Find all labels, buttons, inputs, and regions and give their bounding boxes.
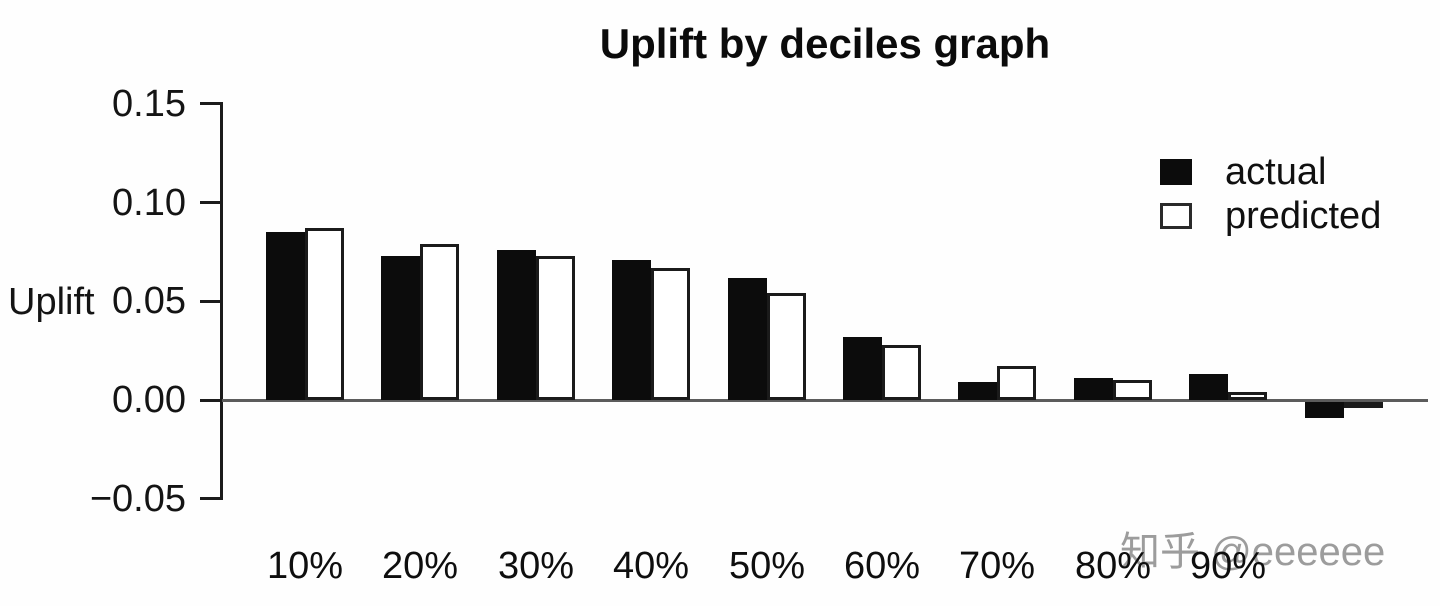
x-tick-label: 50% <box>728 545 806 587</box>
bar-actual-5 <box>728 278 767 400</box>
legend: actual predicted <box>1160 150 1381 238</box>
x-tick-label: 70% <box>958 545 1036 587</box>
watermark: 知乎 @eeeeee <box>1120 530 1386 574</box>
bar-actual-6 <box>843 337 882 400</box>
y-tick-label: −0.05 <box>89 477 186 520</box>
y-tick-mark <box>200 497 222 501</box>
chart-title: Uplift by deciles graph <box>599 20 1051 67</box>
bar-actual-10 <box>1305 402 1344 418</box>
bar-predicted-7 <box>997 366 1036 400</box>
y-tick-mark <box>200 201 222 204</box>
bar-actual-7 <box>958 382 997 400</box>
x-tick-label: 40% <box>612 545 690 587</box>
x-tick-label: 30% <box>497 545 575 587</box>
bar-predicted-4 <box>651 268 690 400</box>
bar-predicted-9 <box>1228 392 1267 400</box>
legend-label: predicted <box>1225 195 1382 237</box>
y-tick-mark <box>200 299 222 303</box>
legend-item-actual: actual <box>1160 150 1381 194</box>
x-tick-label: 80% <box>1074 545 1152 587</box>
y-tick-mark <box>200 102 222 106</box>
zero-baseline <box>222 399 1428 402</box>
bar-actual-4 <box>612 260 651 400</box>
bar-predicted-2 <box>420 244 459 400</box>
y-tick-label: 0.05 <box>112 280 186 323</box>
bar-predicted-6 <box>882 345 921 400</box>
bar-actual-3 <box>497 250 536 400</box>
bar-predicted-8 <box>1113 380 1152 400</box>
legend-item-predicted: predicted <box>1160 194 1381 238</box>
x-tick-label: 10% <box>266 545 344 587</box>
bar-predicted-10 <box>1344 402 1383 408</box>
y-tick-label: 0.10 <box>112 181 186 224</box>
x-tick-label: 90% <box>1189 545 1267 587</box>
legend-swatch-predicted-icon <box>1160 203 1192 229</box>
y-tick-mark <box>200 398 222 402</box>
y-tick-label: 0.15 <box>112 82 186 125</box>
bar-predicted-5 <box>767 293 806 400</box>
y-tick-label: 0.00 <box>112 379 186 421</box>
y-axis-label: Uplift <box>8 281 95 323</box>
bar-actual-2 <box>381 256 420 400</box>
x-tick-label: 60% <box>843 545 921 587</box>
legend-swatch-actual-icon <box>1160 159 1192 185</box>
bar-actual-8 <box>1074 378 1113 400</box>
bar-actual-1 <box>266 232 305 400</box>
bar-predicted-3 <box>536 256 575 400</box>
x-tick-label: 20% <box>381 545 459 587</box>
legend-label: actual <box>1225 151 1327 193</box>
bar-actual-9 <box>1189 374 1228 400</box>
bar-predicted-1 <box>305 228 344 400</box>
